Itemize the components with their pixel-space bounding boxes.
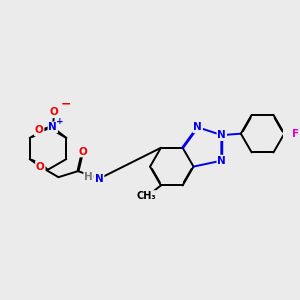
Text: CH₃: CH₃ [136, 191, 156, 201]
Text: O: O [78, 146, 87, 157]
Text: N: N [218, 156, 226, 166]
Text: O: O [36, 162, 45, 172]
Text: N: N [48, 122, 57, 132]
Text: +: + [56, 117, 64, 126]
Text: N: N [218, 130, 226, 140]
Text: N: N [95, 174, 103, 184]
Text: −: − [61, 98, 71, 111]
Text: O: O [35, 125, 44, 135]
Text: H: H [84, 172, 93, 182]
Text: O: O [50, 107, 58, 117]
Text: N: N [193, 122, 202, 132]
Text: F: F [292, 129, 299, 139]
